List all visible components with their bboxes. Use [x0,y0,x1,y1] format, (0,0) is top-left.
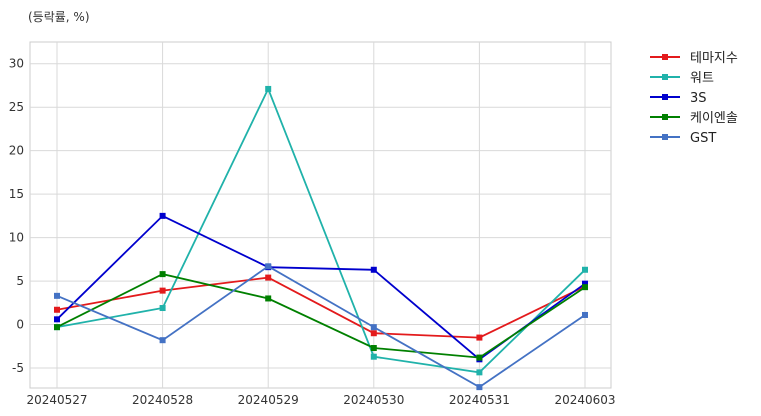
y-tick-label: 10 [9,231,24,245]
series-line [56,86,586,374]
x-tick-label: 20240603 [554,393,615,407]
legend-marker [662,134,668,140]
x-tick-label: 20240529 [238,393,299,407]
data-point [370,266,377,273]
data-point [370,345,377,352]
series-line [56,273,586,359]
data-point [54,306,60,313]
data-point [476,354,483,361]
data-point [582,266,588,273]
data-point [159,305,166,312]
legend-label: 테마지수 [690,51,738,66]
series-line [56,276,586,339]
data-point [54,324,60,331]
legend-marker [662,54,668,60]
data-point [476,369,483,376]
legend-label: 워트 [690,71,714,86]
y-tick-label: 5 [16,274,24,288]
unit-label: (등락률, %) [28,10,90,24]
legend-label: 케이엔솔 [690,111,738,126]
data-point [54,316,60,323]
data-point [265,85,272,92]
y-tick-label: 0 [16,318,24,332]
x-tick-label: 20240527 [26,393,87,407]
data-point [476,334,483,341]
y-tick-label: 30 [9,57,24,71]
data-point [159,212,166,219]
data-point [582,280,588,287]
data-point [265,295,272,302]
data-point [159,287,166,294]
data-point [370,324,377,331]
legend-marker [662,114,668,120]
legend-label: 3S [690,91,707,106]
data-point [476,384,483,391]
data-point [54,292,60,299]
series-group [54,85,588,391]
series-line [56,265,586,389]
plot-area [29,41,612,389]
data-point [265,274,272,281]
y-tick-label: -5 [12,361,24,375]
y-axis: -5 0 5 10 15 20 25 30 [9,57,24,375]
data-point [265,263,272,270]
legend-marker [662,74,668,80]
data-point [370,353,377,360]
x-tick-label: 20240528 [132,393,193,407]
y-tick-label: 15 [9,187,24,201]
data-point [582,284,588,291]
y-tick-label: 20 [9,144,24,158]
x-tick-label: 20240531 [449,393,510,407]
x-tick-label: 20240530 [343,393,404,407]
data-point [370,330,377,337]
x-axis: 20240527 20240528 20240529 20240530 20240531… [26,393,615,407]
data-point [159,337,166,344]
data-point [159,271,166,278]
legend-label: GST [690,131,716,146]
data-point [582,311,588,318]
y-tick-label: 25 [9,100,24,114]
legend-marker [662,94,668,100]
